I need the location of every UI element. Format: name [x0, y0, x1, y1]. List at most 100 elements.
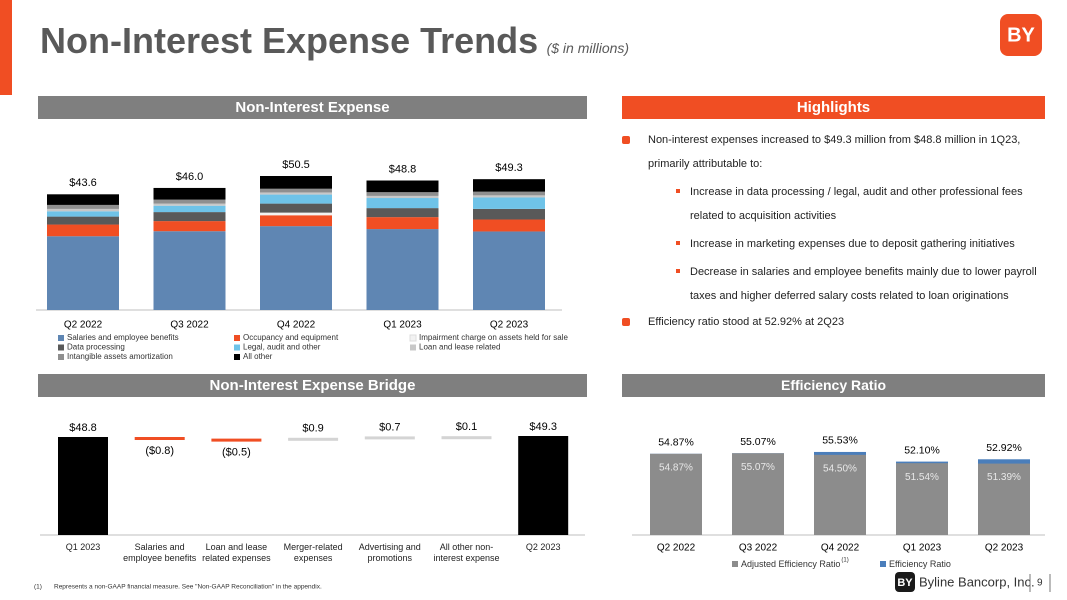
- subtitle: ($ in millions): [546, 40, 630, 56]
- section-title: Non-Interest Expense: [235, 99, 390, 116]
- bar-segment: [260, 188, 332, 193]
- legend-label: Impairment charge on assets held for sal…: [419, 333, 569, 342]
- x-tick-label: Q1 2023: [383, 320, 422, 331]
- highlight: Efficiency ratio stood at 52.92% at 2Q23: [622, 310, 1042, 334]
- bar-segment: [47, 208, 119, 212]
- footer-company: Byline Bancorp, Inc.: [919, 574, 1035, 589]
- x-tick-label: Q2 2023: [490, 320, 529, 331]
- value-label: ($0.8): [145, 445, 174, 457]
- bar-segment: [260, 226, 332, 310]
- bar-segment: [473, 231, 545, 310]
- waterfall-bar: [364, 436, 415, 440]
- legend-swatch: [234, 344, 240, 351]
- total-label: $46.0: [176, 171, 204, 183]
- bar-segment: [473, 195, 545, 198]
- legend-label: Intangible assets amortization: [67, 352, 173, 361]
- x-tick-label: Q2 2022: [657, 543, 696, 554]
- value-label-inner: 54.50%: [823, 463, 857, 474]
- section-bar: [622, 374, 1045, 397]
- accent-bar: [0, 0, 12, 95]
- waterfall-bar: [134, 437, 185, 441]
- bar-segment: [47, 194, 119, 205]
- bar-segment: [260, 194, 332, 204]
- bar-segment: [473, 208, 545, 220]
- legend-label: Occupancy and equipment: [243, 333, 339, 342]
- bar-segment: [366, 208, 439, 218]
- x-tick-label: Q4 2022: [277, 320, 316, 331]
- bar-segment: [153, 205, 226, 213]
- value-label: 52.10%: [904, 444, 940, 456]
- bar: [978, 463, 1030, 535]
- legend-swatch: [409, 334, 417, 342]
- legend-swatch: [732, 561, 738, 567]
- value-label: 55.53%: [822, 435, 858, 447]
- footnote-marker: (1): [34, 584, 42, 591]
- bar-segment: [153, 203, 226, 206]
- total-label: $50.5: [282, 159, 310, 171]
- logo-badge: [1000, 14, 1042, 56]
- legend-label: Efficiency Ratio: [889, 559, 951, 569]
- value-label: $0.7: [379, 421, 400, 433]
- highlight: Non-interest expenses increased to $49.3…: [622, 128, 1042, 176]
- bar-segment: [366, 192, 439, 196]
- legend-label: Data processing: [67, 343, 125, 352]
- x-tick-label: Q2 2022: [64, 320, 103, 331]
- value-label: 55.07%: [740, 436, 776, 448]
- legend-swatch: [58, 344, 64, 351]
- x-tick-label: Merger-related expenses: [283, 542, 343, 563]
- bar: [896, 463, 948, 535]
- x-tick-label: Salaries and employee benefits: [123, 542, 197, 563]
- legend-swatch: [58, 354, 64, 360]
- bar-segment: [473, 191, 545, 196]
- value-label: 54.87%: [658, 437, 694, 449]
- bar-segment: [260, 215, 332, 227]
- bar-segment: [473, 179, 545, 192]
- title: Non-Interest Expense Trends: [40, 20, 539, 61]
- legend-swatch: [234, 354, 240, 360]
- value-label: $49.3: [529, 421, 557, 433]
- bar-segment: [366, 217, 439, 230]
- bar-segment: [47, 211, 119, 217]
- bar-segment: [47, 216, 119, 225]
- legend-label: Legal, audit and other: [243, 343, 321, 352]
- value-label-inner: 51.54%: [905, 472, 939, 483]
- x-tick-label: Q1 2023: [65, 542, 101, 552]
- highlight-item: Increase in data processing / legal, aud…: [622, 180, 1042, 228]
- section-title: Non-Interest Expense Bridge: [209, 377, 416, 394]
- value-label: ($0.5): [222, 447, 251, 459]
- value-label: $0.1: [456, 421, 477, 433]
- bar-segment: [47, 224, 119, 237]
- x-tick-label: Q2 2023: [985, 543, 1024, 554]
- page-number: 9: [1037, 578, 1043, 589]
- x-tick-label: Q2 2023: [525, 542, 561, 552]
- section-bar: [38, 374, 587, 397]
- legend-label: Loan and lease related: [419, 343, 500, 352]
- highlight-item: Increase in marketing expenses due to de…: [622, 232, 1042, 256]
- legend-swatch: [234, 335, 240, 341]
- total-label: $43.6: [69, 177, 97, 189]
- bar-segment: [153, 212, 226, 222]
- waterfall-bar: [211, 438, 262, 442]
- x-tick-label: Advertising and promotions: [358, 542, 421, 563]
- section-bar: [622, 96, 1045, 119]
- bar-segment: [260, 176, 332, 189]
- bar: [814, 454, 866, 535]
- section-title: Efficiency Ratio: [780, 377, 887, 393]
- value-label-inner: 51.39%: [987, 472, 1021, 483]
- value-label: 52.92%: [986, 442, 1022, 454]
- bar-segment: [153, 221, 226, 232]
- bar-segment: [153, 199, 226, 204]
- bar-segment: [260, 192, 332, 195]
- section-bar: [38, 96, 587, 119]
- legend-label: All other: [243, 352, 273, 361]
- value-label: $48.8: [69, 422, 97, 434]
- legend-swatch: [880, 561, 886, 567]
- bar: [732, 453, 784, 535]
- logo-text: BY: [1007, 24, 1035, 46]
- waterfall-bar: [441, 436, 492, 440]
- bar-segment: [260, 212, 332, 216]
- legend-label: Salaries and employee benefits: [67, 333, 179, 342]
- total-label: $49.3: [495, 162, 523, 174]
